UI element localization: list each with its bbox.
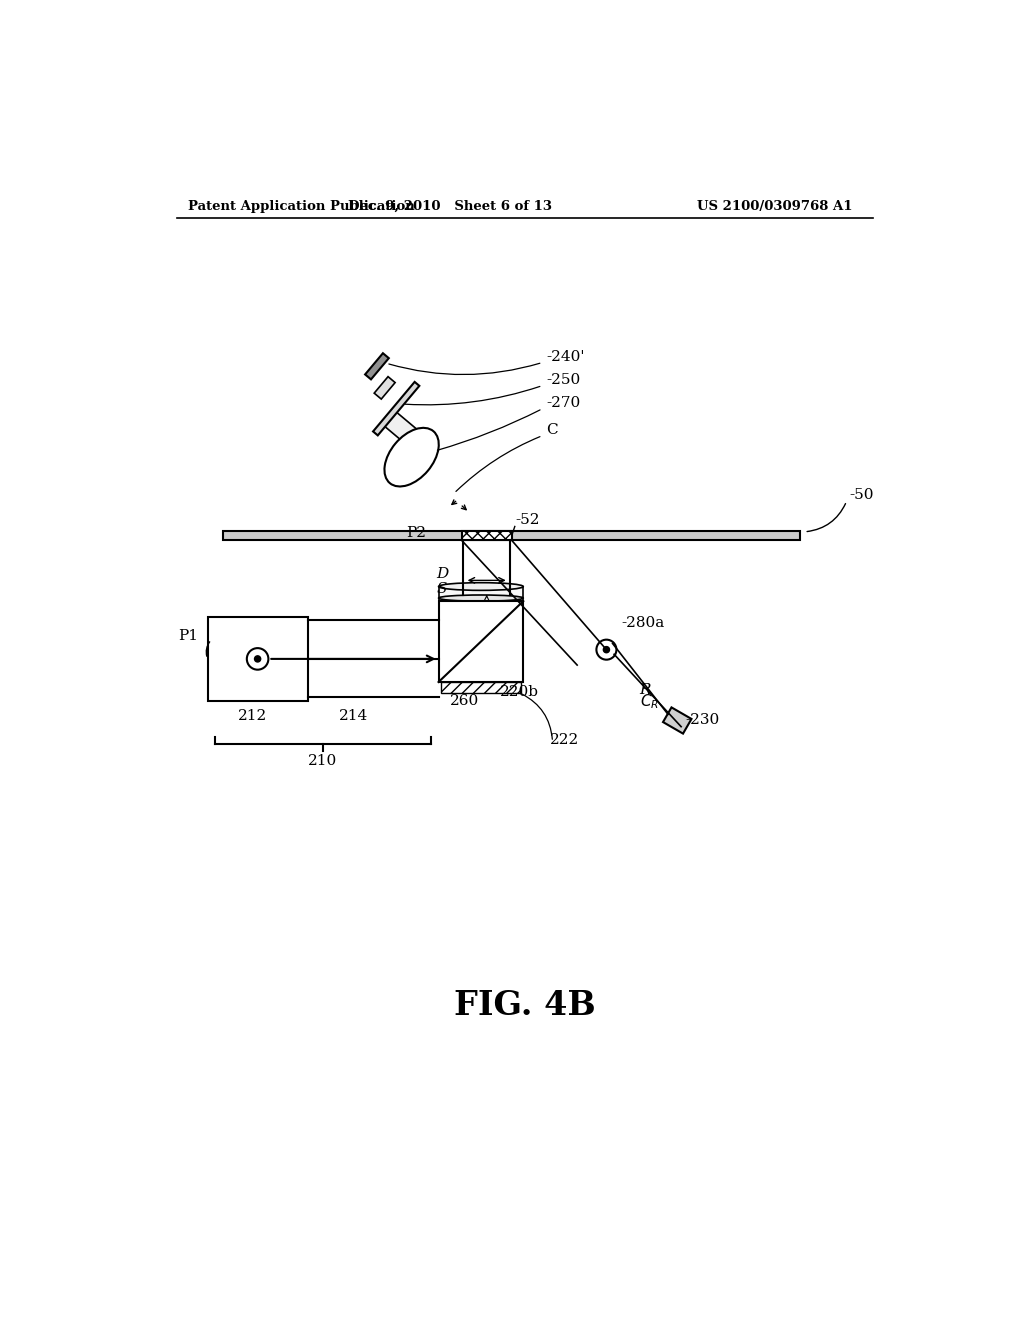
Polygon shape (373, 381, 420, 436)
Text: FIG. 4B: FIG. 4B (454, 989, 596, 1022)
Text: -250: -250 (547, 374, 581, 387)
Text: R: R (639, 682, 650, 697)
Text: 220b: 220b (500, 685, 540, 698)
Text: -280a: -280a (622, 615, 665, 630)
Ellipse shape (384, 428, 438, 487)
Bar (462, 531, 512, 540)
Text: 212: 212 (239, 710, 267, 723)
Text: P1: P1 (178, 628, 199, 643)
Text: P2: P2 (407, 527, 426, 540)
Circle shape (484, 594, 488, 598)
Polygon shape (366, 354, 389, 379)
Bar (438, 601, 523, 682)
Circle shape (481, 590, 493, 601)
Circle shape (596, 640, 616, 660)
Text: Dec. 9, 2010   Sheet 6 of 13: Dec. 9, 2010 Sheet 6 of 13 (348, 199, 552, 213)
Text: -52: -52 (515, 513, 540, 527)
Text: -270: -270 (547, 396, 581, 411)
Text: C: C (547, 424, 558, 437)
Circle shape (255, 656, 261, 663)
Text: -50: -50 (849, 488, 873, 502)
Text: 214: 214 (339, 710, 368, 723)
Text: Patent Application Publication: Patent Application Publication (188, 199, 415, 213)
Polygon shape (663, 708, 691, 734)
Ellipse shape (438, 595, 523, 601)
Circle shape (603, 647, 609, 653)
Polygon shape (374, 376, 395, 399)
Text: -240': -240' (547, 350, 585, 364)
Text: 260: 260 (451, 694, 479, 708)
Text: S: S (436, 582, 446, 597)
Bar (208, 616, 307, 701)
Text: US 2100/0309768 A1: US 2100/0309768 A1 (696, 199, 852, 213)
Bar (441, 682, 521, 693)
Polygon shape (382, 409, 429, 454)
Text: D: D (436, 568, 449, 581)
Text: $C_R$: $C_R$ (640, 693, 659, 711)
Text: -230: -230 (685, 713, 719, 727)
Ellipse shape (438, 582, 523, 590)
Text: 222: 222 (550, 733, 580, 747)
Text: 210: 210 (308, 754, 338, 768)
Circle shape (247, 648, 268, 669)
Bar (438, 587, 523, 601)
Bar (223, 531, 801, 540)
